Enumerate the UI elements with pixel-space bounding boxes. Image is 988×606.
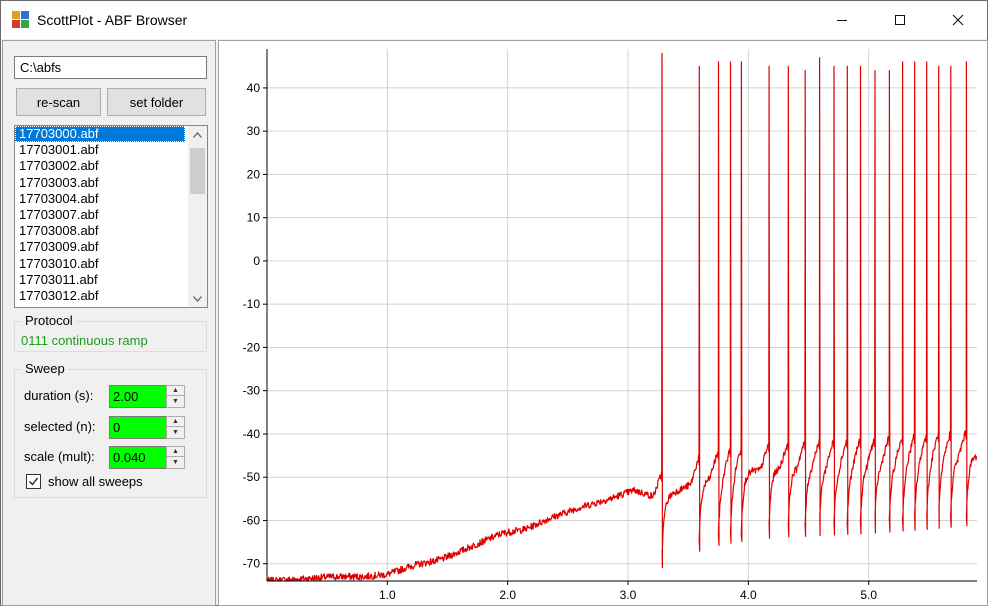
protocol-legend: Protocol — [22, 313, 76, 328]
x-tick-label: 1.0 — [379, 588, 396, 602]
x-tick-label: 2.0 — [499, 588, 516, 602]
y-tick-label: 0 — [253, 254, 260, 268]
show-all-sweeps-checkbox[interactable] — [26, 474, 41, 489]
y-tick-label: -30 — [243, 384, 261, 398]
file-list-item[interactable]: 17703012.abf — [19, 287, 99, 303]
sweep-legend: Sweep — [22, 361, 68, 376]
close-icon — [952, 14, 964, 26]
y-tick-label: 30 — [247, 124, 261, 138]
maximize-button[interactable] — [871, 1, 929, 39]
y-tick-label: -50 — [243, 470, 261, 484]
selected-label: selected (n): — [24, 419, 96, 434]
y-tick-label: -20 — [243, 340, 261, 354]
checkmark-icon — [29, 477, 39, 486]
y-tick-label: 40 — [247, 81, 261, 95]
minimize-button[interactable] — [813, 1, 871, 39]
series-line — [266, 52, 978, 582]
y-tick-label: -10 — [243, 297, 261, 311]
scroll-up-button[interactable] — [188, 126, 207, 143]
file-list-item[interactable]: 17703009.abf — [19, 239, 99, 255]
file-list-item[interactable]: 17703000.abf — [15, 126, 185, 143]
sweep-group: Sweep duration (s): 2.00 ▲ ▼ selected (n… — [14, 361, 207, 498]
scale-label: scale (mult): — [24, 449, 95, 464]
scale-input[interactable]: 0.040 — [109, 446, 167, 469]
scroll-down-button[interactable] — [188, 290, 207, 307]
set-folder-button[interactable]: set folder — [107, 88, 206, 116]
file-list-scrollbar[interactable] — [188, 126, 207, 307]
y-tick-label: -70 — [243, 557, 261, 571]
scroll-thumb[interactable] — [190, 148, 205, 194]
x-tick-label: 5.0 — [860, 588, 877, 602]
file-list-item[interactable]: 17703008.abf — [19, 223, 99, 239]
selected-stepper[interactable]: ▲ ▼ — [166, 416, 185, 439]
chevron-up-icon — [193, 131, 202, 138]
stepper-up-icon[interactable]: ▲ — [167, 417, 184, 427]
y-tick-label: 20 — [247, 167, 261, 181]
duration-label: duration (s): — [24, 388, 94, 403]
maximize-icon — [895, 15, 905, 25]
y-tick-label: -60 — [243, 513, 261, 527]
selected-input[interactable]: 0 — [109, 416, 167, 439]
minimize-icon — [837, 20, 847, 21]
stepper-up-icon[interactable]: ▲ — [167, 447, 184, 457]
file-list-item[interactable]: 17703011.abf — [19, 271, 98, 287]
protocol-value: 0111 continuous ramp — [21, 333, 148, 348]
stepper-down-icon[interactable]: ▼ — [172, 397, 179, 405]
chevron-down-icon — [193, 295, 202, 302]
y-tick-label: 10 — [247, 211, 261, 225]
close-button[interactable] — [929, 1, 987, 39]
scale-stepper[interactable]: ▲ ▼ — [166, 446, 185, 469]
rescan-button[interactable]: re-scan — [16, 88, 101, 116]
x-tick-label: 3.0 — [620, 588, 637, 602]
file-list-item[interactable]: 17703002.abf — [19, 158, 99, 174]
title-bar[interactable]: ScottPlot - ABF Browser — [1, 1, 987, 39]
sweep-plot[interactable]: 40 30 20 10 0 -10 -20 -30 -40 -50 -60 -70 1.0 2.0 3.0 4… — [219, 41, 987, 605]
file-list-item[interactable]: 17703004.abf — [19, 190, 99, 206]
file-list[interactable]: 17703000.abf 17703001.abf 17703002.abf 1… — [14, 125, 208, 308]
file-list-item[interactable]: 17703003.abf — [19, 174, 99, 190]
duration-input[interactable]: 2.00 — [109, 385, 167, 408]
folder-path-input[interactable] — [14, 56, 207, 79]
plot-panel[interactable]: 40 30 20 10 0 -10 -20 -30 -40 -50 -60 -70 1.0 2.0 3.0 4… — [218, 40, 988, 606]
show-all-sweeps-label[interactable]: show all sweeps — [48, 474, 143, 489]
window-title: ScottPlot - ABF Browser — [37, 12, 188, 28]
file-list-item[interactable]: 17703007.abf — [19, 206, 99, 222]
y-tick-label: -40 — [243, 427, 261, 441]
file-list-item[interactable]: 17703001.abf — [19, 142, 99, 158]
control-panel: re-scan set folder 17703000.abf 17703001… — [2, 40, 216, 606]
protocol-group: Protocol 0111 continuous ramp — [14, 313, 207, 352]
stepper-down-icon[interactable]: ▼ — [172, 428, 179, 436]
x-tick-label: 4.0 — [740, 588, 757, 602]
duration-stepper[interactable]: ▲ ▼ — [166, 385, 185, 408]
stepper-up-icon[interactable]: ▲ — [167, 386, 184, 396]
stepper-down-icon[interactable]: ▼ — [172, 458, 179, 466]
app-icon — [12, 11, 30, 29]
file-list-item[interactable]: 17703010.abf — [19, 255, 99, 271]
